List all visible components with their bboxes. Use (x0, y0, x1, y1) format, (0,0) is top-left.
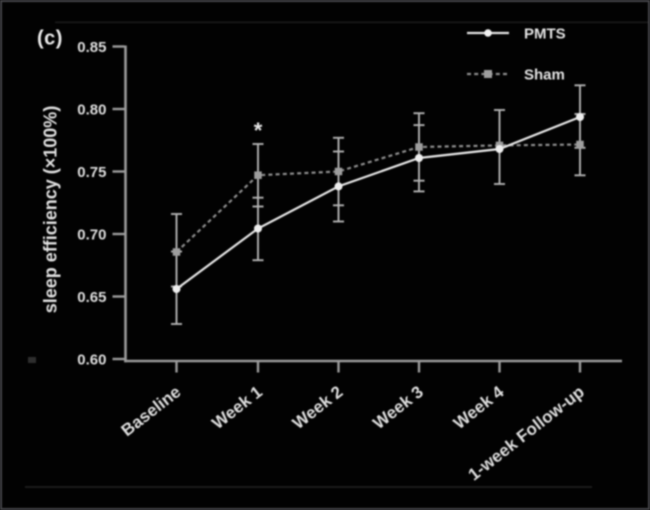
svg-text:(c): (c) (37, 28, 63, 50)
svg-text:0.85: 0.85 (77, 39, 106, 56)
svg-text:0.60: 0.60 (77, 351, 106, 368)
svg-text:PMTS: PMTS (524, 26, 566, 43)
svg-text:*: * (254, 118, 263, 143)
svg-text:0.75: 0.75 (77, 164, 106, 181)
svg-text:0.65: 0.65 (77, 289, 106, 306)
svg-text:0.70: 0.70 (77, 226, 106, 243)
svg-text:0.80: 0.80 (77, 101, 106, 118)
svg-text:sleep efficiency (×100%): sleep efficiency (×100%) (41, 106, 61, 314)
svg-text:Sham: Sham (524, 67, 565, 84)
